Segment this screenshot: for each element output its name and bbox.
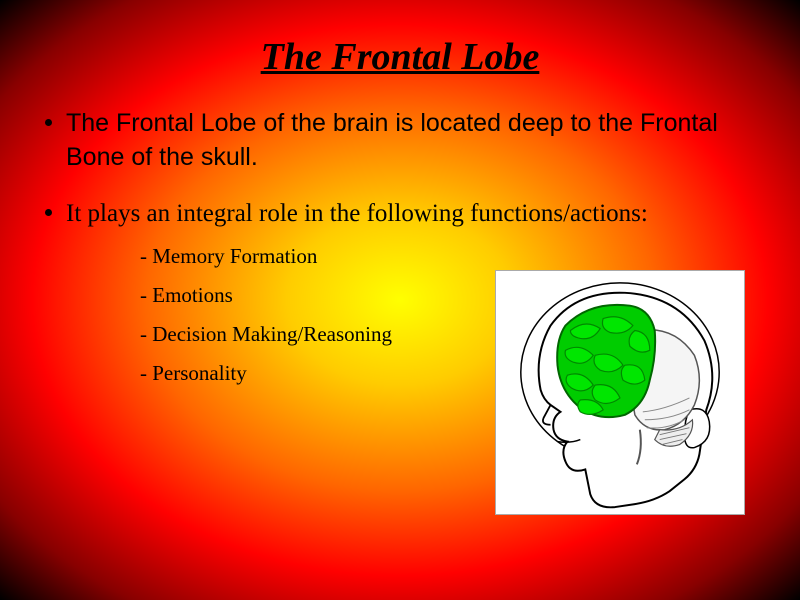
- sub-text: Memory Formation: [152, 244, 317, 268]
- sub-list-item: - Memory Formation: [140, 244, 755, 269]
- bullet-item: The Frontal Lobe of the brain is located…: [45, 107, 755, 175]
- bullet-item: It plays an integral role in the followi…: [45, 197, 755, 231]
- slide: The Frontal Lobe The Frontal Lobe of the…: [0, 0, 800, 600]
- sub-text: Emotions: [152, 283, 233, 307]
- sub-prefix: -: [140, 322, 152, 346]
- bullet-marker: [45, 209, 52, 216]
- sub-prefix: -: [140, 361, 152, 385]
- sub-prefix: -: [140, 283, 152, 307]
- sub-prefix: -: [140, 244, 152, 268]
- slide-title: The Frontal Lobe: [45, 35, 755, 79]
- frontal-lobe-highlight: [557, 305, 655, 417]
- bullet-text: It plays an integral role in the followi…: [66, 197, 648, 231]
- bullet-text: The Frontal Lobe of the brain is located…: [66, 107, 755, 175]
- brain-svg: [496, 270, 744, 515]
- sub-text: Decision Making/Reasoning: [152, 322, 392, 346]
- brain-illustration: [495, 270, 745, 515]
- bullet-marker: [45, 119, 52, 126]
- sub-text: Personality: [152, 361, 247, 385]
